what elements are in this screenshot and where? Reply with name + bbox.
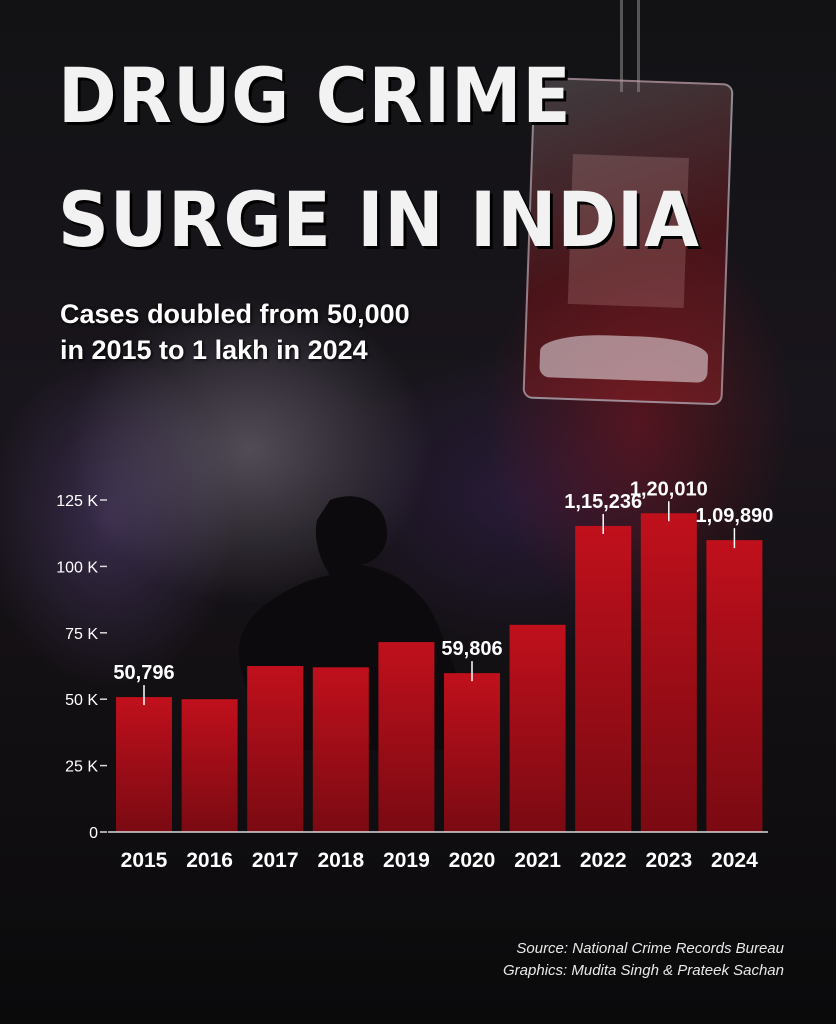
bar-2019 — [378, 642, 435, 832]
bar-2021 — [509, 624, 566, 832]
x-tick-label: 2016 — [186, 849, 233, 872]
headline-line-2: SURGE IN INDIA — [58, 175, 700, 264]
subtitle-line-2: in 2015 to 1 lakh in 2024 — [60, 335, 368, 365]
y-tick-label: 25 K — [65, 759, 98, 776]
data-label: 1,09,890 — [695, 505, 773, 527]
x-tick-label: 2018 — [317, 849, 364, 872]
y-tick-label: 0 — [89, 825, 98, 842]
subtitle-line-1: Cases doubled from 50,000 — [60, 299, 410, 329]
bar-2020 — [444, 673, 500, 832]
x-axis: 2015 2016 2017 2018 2019 2020 2021 2022 2023 2024 — [108, 831, 768, 872]
data-label: 50,796 — [113, 662, 174, 684]
y-tick-label: 125 K — [56, 493, 98, 510]
x-tick-label: 2019 — [383, 849, 430, 872]
source-credits: Source: National Crime Records Bureau Gr… — [503, 938, 784, 982]
x-tick-label: 2022 — [580, 849, 627, 872]
data-label: 1,20,010 — [630, 478, 708, 500]
x-tick-label: 2017 — [252, 849, 299, 872]
headline-line-1: DRUG CRIME — [58, 51, 572, 140]
bar-2018 — [312, 667, 369, 832]
hook-graphic — [620, 0, 640, 92]
bar-2016 — [181, 699, 238, 832]
x-tick-label: 2021 — [514, 849, 561, 872]
x-tick-label: 2024 — [711, 849, 758, 872]
bars — [116, 513, 763, 832]
subtitle: Cases doubled from 50,000 in 2015 to 1 l… — [60, 296, 480, 368]
x-tick-label: 2020 — [449, 849, 496, 872]
bar-2023 — [640, 513, 697, 832]
y-tick-label: 50 K — [65, 692, 98, 709]
graphics-credit: Graphics: Mudita Singh & Prateek Sachan — [503, 962, 784, 979]
source-text: Source: National Crime Records Bureau — [516, 940, 784, 957]
y-tick-label: 100 K — [56, 559, 98, 576]
bar-2017 — [247, 666, 304, 832]
bar-2022 — [575, 525, 632, 832]
y-tick-label: 75 K — [65, 626, 98, 643]
x-tick-label: 2023 — [645, 849, 692, 872]
bar-2024 — [706, 540, 763, 832]
x-tick-label: 2015 — [121, 849, 168, 872]
y-axis: 0 25 K 50 K 75 K 100 K 125 K — [56, 493, 107, 842]
data-label: 59,806 — [441, 638, 502, 660]
bar-2015 — [116, 697, 172, 832]
data-label: 1,15,236 — [564, 491, 642, 513]
